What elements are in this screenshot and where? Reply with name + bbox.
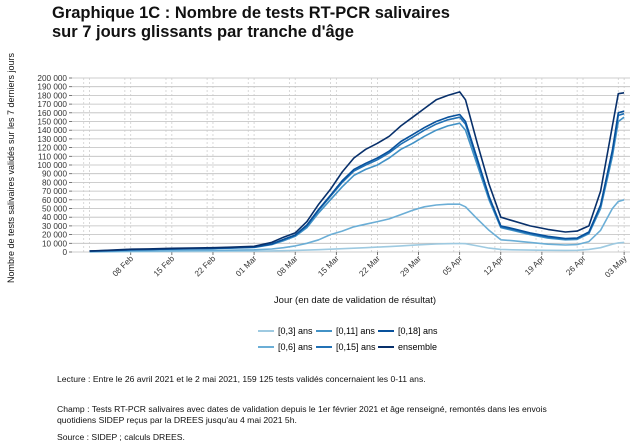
legend-swatch — [316, 330, 332, 332]
note-champ-line-2: quotidiens SIDEP reçus par la DREES jusq… — [57, 415, 297, 425]
y-tick-label: 110 000 — [38, 152, 67, 161]
y-tick-label: 30 000 — [42, 222, 67, 231]
series-line-0 — [89, 241, 625, 253]
y-tick-label: 60 000 — [42, 196, 67, 205]
series-line-1 — [89, 199, 625, 253]
series-line-2 — [89, 116, 625, 253]
legend-label: [0,6] ans — [278, 342, 313, 352]
x-tick-label: 05 Apr — [441, 254, 464, 277]
x-tick-label: 08 Feb — [111, 254, 136, 279]
x-tick-label: 01 Mar — [234, 254, 259, 279]
legend-label: [0,11] ans — [336, 326, 375, 336]
y-tick-label: 130 000 — [37, 135, 67, 144]
x-tick-label: 03 May — [603, 253, 629, 279]
note-lecture: Lecture : Entre le 26 avril 2021 et le 2… — [57, 374, 426, 384]
x-tick-label: 29 Mar — [399, 254, 424, 279]
series-line-4 — [89, 110, 625, 252]
legend-swatch — [378, 330, 394, 332]
legend-item: [0,15] ans — [316, 342, 376, 352]
y-tick-label: 10 000 — [42, 239, 67, 248]
y-tick-label: 100 000 — [37, 161, 67, 170]
legend-label: [0,3] ans — [278, 326, 313, 336]
y-tick-label: 70 000 — [42, 187, 67, 196]
legend-label: ensemble — [398, 342, 438, 352]
y-tick-label: 160 000 — [37, 109, 67, 118]
x-tick-label: 22 Mar — [357, 254, 382, 279]
y-axis-label: Nombre de tests salivaires validés sur l… — [6, 52, 16, 283]
note-source: Source : SIDEP ; calculs DREES. — [57, 432, 185, 442]
legend-swatch — [258, 330, 274, 332]
legend-swatch — [258, 346, 274, 348]
y-tick-label: 50 000 — [42, 205, 67, 214]
x-tick-label: 15 Mar — [316, 254, 341, 279]
series-layer — [89, 91, 625, 253]
y-tick-label: 90 000 — [42, 170, 67, 179]
chart-title-line-1: Graphique 1C : Nombre de tests RT-PCR sa… — [52, 4, 450, 22]
y-tick-label: 170 000 — [37, 100, 67, 109]
y-tick-label: 190 000 — [37, 83, 67, 92]
series-line-5 — [89, 91, 625, 252]
chart-title: Graphique 1C : Nombre de tests RT-PCR sa… — [52, 4, 612, 42]
y-tick-label: 180 000 — [37, 91, 67, 100]
legend-item: [0,3] ans — [258, 326, 313, 336]
x-axis: 08 Feb 15 Feb 22 Feb 01 Mar 08 Mar 15 Mar 22 M… — [111, 252, 629, 279]
y-tick-label: 140 000 — [37, 126, 67, 135]
legend-item: [0,11] ans — [316, 326, 375, 336]
y-tick-label: 80 000 — [42, 178, 67, 187]
legend-label: [0,18] ans — [398, 326, 438, 336]
x-tick-label: 12 Apr — [482, 254, 505, 277]
y-tick-label: 0 — [62, 248, 67, 257]
y-tick-label: 40 000 — [42, 213, 67, 222]
legend-item: [0,6] ans — [258, 342, 313, 352]
y-tick-label: 150 000 — [37, 118, 67, 127]
y-tick-label: 200 000 — [37, 74, 67, 83]
x-tick-label: 15 Feb — [152, 254, 177, 279]
x-tick-label: 08 Mar — [275, 254, 300, 279]
x-tick-label: 19 Apr — [523, 254, 546, 277]
x-tick-label: 26 Apr — [564, 254, 587, 277]
chart-title-line-2: sur 7 jours glissants par tranche d'âge — [52, 23, 354, 41]
x-axis-label: Jour (en date de validation de résultat) — [274, 295, 436, 306]
legend-label: [0,15] ans — [336, 342, 376, 352]
x-tick-label: 22 Feb — [193, 254, 218, 279]
legend-item: [0,18] ans — [378, 326, 438, 336]
plot-panel — [72, 77, 630, 253]
note-champ-line-1: Champ : Tests RT-PCR salivaires avec dat… — [57, 404, 547, 414]
legend-item: ensemble — [378, 342, 437, 352]
y-tick-label: 120 000 — [37, 144, 67, 153]
legend-swatch — [378, 346, 394, 348]
legend-swatch — [316, 346, 332, 348]
y-tick-label: 20 000 — [42, 231, 67, 240]
